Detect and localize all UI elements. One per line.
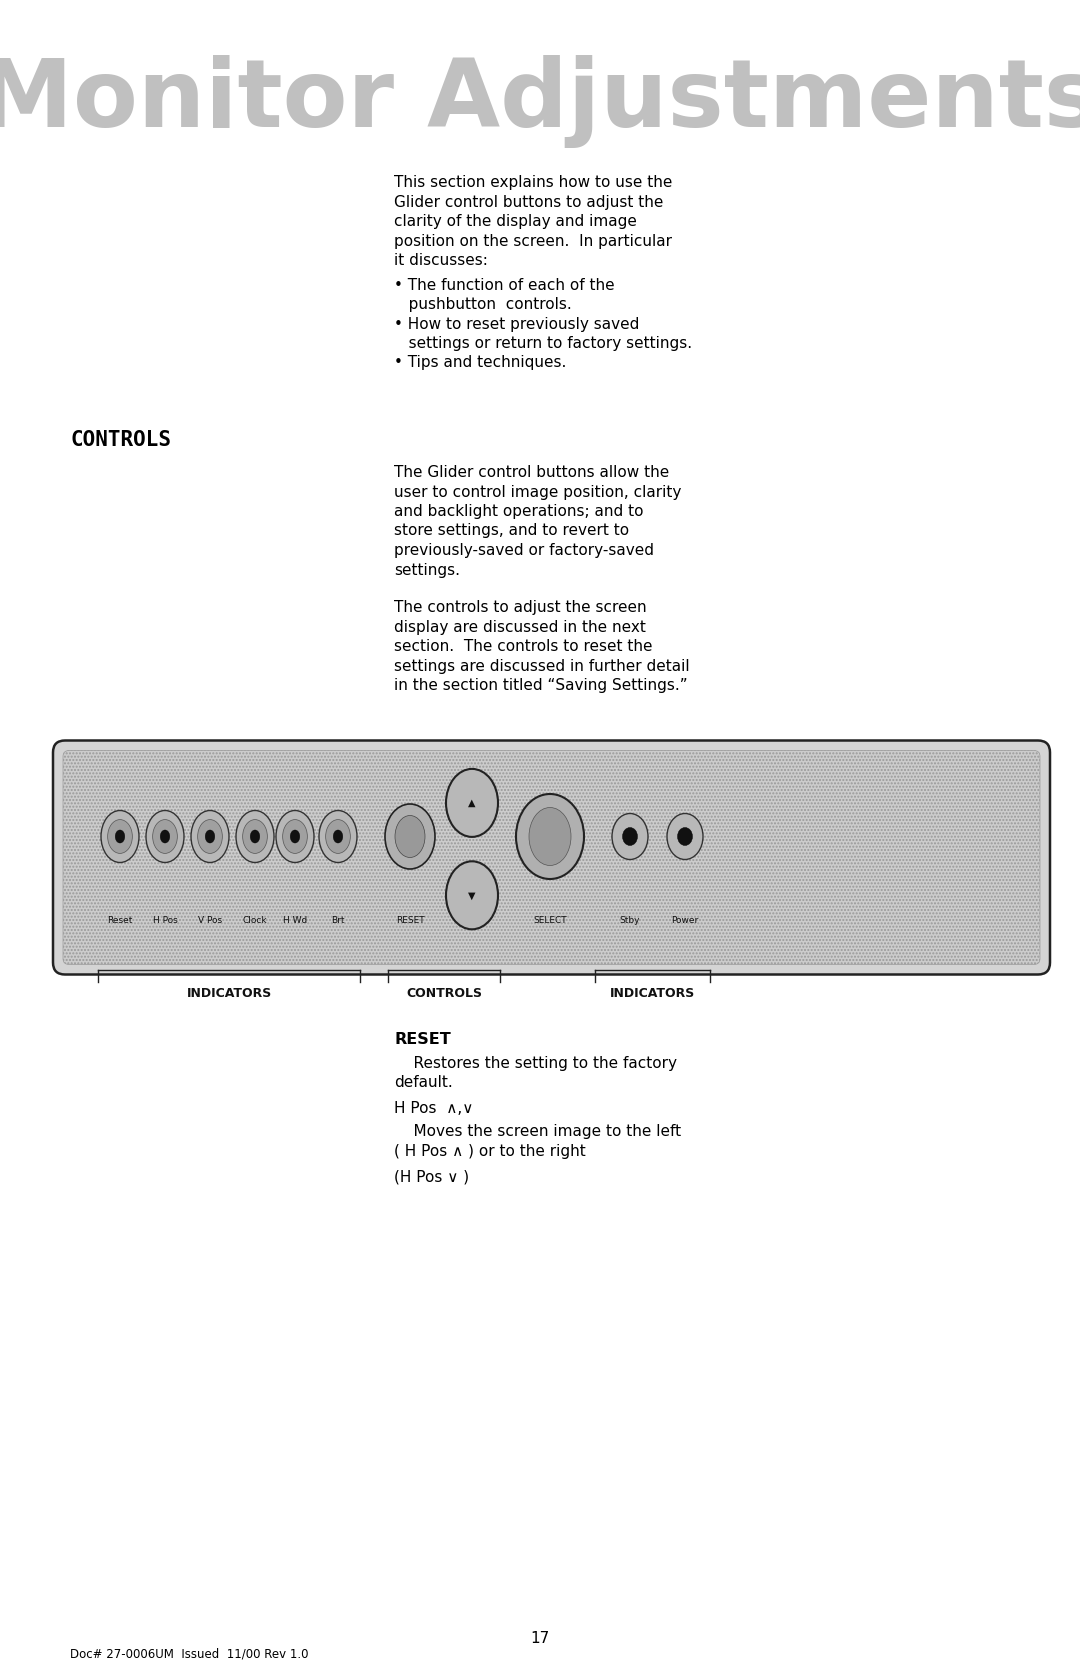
Text: 17: 17 (530, 1631, 550, 1646)
Ellipse shape (116, 829, 125, 843)
Text: (H Pos ∨ ): (H Pos ∨ ) (394, 1168, 470, 1183)
Text: The Glider control buttons allow the: The Glider control buttons allow the (394, 466, 670, 481)
Ellipse shape (667, 813, 703, 860)
Ellipse shape (529, 808, 571, 866)
Text: • Tips and techniques.: • Tips and techniques. (394, 355, 567, 371)
Text: Monitor Adjustments: Monitor Adjustments (0, 55, 1080, 149)
Text: ▲: ▲ (469, 798, 476, 808)
Text: store settings, and to revert to: store settings, and to revert to (394, 524, 630, 539)
Text: default.: default. (394, 1075, 453, 1090)
Ellipse shape (237, 811, 274, 863)
Text: it discusses:: it discusses: (394, 254, 488, 269)
Text: Doc# 27-0006UM  Issued  11/00 Rev 1.0: Doc# 27-0006UM Issued 11/00 Rev 1.0 (70, 1647, 309, 1661)
Text: previously-saved or factory-saved: previously-saved or factory-saved (394, 542, 654, 557)
Text: display are discussed in the next: display are discussed in the next (394, 619, 646, 634)
Text: H Pos: H Pos (152, 916, 177, 925)
Ellipse shape (395, 816, 426, 858)
Text: Reset: Reset (107, 916, 133, 925)
Ellipse shape (283, 819, 308, 853)
Ellipse shape (334, 829, 342, 843)
Text: in the section titled “Saving Settings.”: in the section titled “Saving Settings.” (394, 678, 688, 693)
Text: position on the screen.  In particular: position on the screen. In particular (394, 234, 672, 249)
Text: Restores the setting to the factory: Restores the setting to the factory (394, 1056, 677, 1071)
Ellipse shape (146, 811, 184, 863)
Ellipse shape (612, 813, 648, 860)
Text: • How to reset previously saved: • How to reset previously saved (394, 317, 639, 332)
Text: H Wd: H Wd (283, 916, 307, 925)
Text: CONTROLS: CONTROLS (70, 431, 172, 451)
Ellipse shape (243, 819, 268, 853)
Text: Moves the screen image to the left: Moves the screen image to the left (394, 1125, 681, 1140)
Ellipse shape (160, 829, 170, 843)
Ellipse shape (291, 829, 300, 843)
Text: RESET: RESET (395, 916, 424, 925)
Text: Brt: Brt (332, 916, 345, 925)
Ellipse shape (205, 829, 215, 843)
Text: This section explains how to use the: This section explains how to use the (394, 175, 673, 190)
Text: section.  The controls to reset the: section. The controls to reset the (394, 639, 652, 654)
Text: user to control image position, clarity: user to control image position, clarity (394, 484, 681, 499)
Ellipse shape (326, 819, 350, 853)
Ellipse shape (622, 828, 637, 846)
Ellipse shape (102, 811, 139, 863)
FancyBboxPatch shape (63, 751, 1040, 965)
Ellipse shape (446, 769, 498, 836)
Text: INDICATORS: INDICATORS (187, 986, 272, 1000)
Ellipse shape (191, 811, 229, 863)
Text: RESET: RESET (394, 1033, 451, 1048)
Text: Glider control buttons to adjust the: Glider control buttons to adjust the (394, 195, 663, 210)
Text: and backlight operations; and to: and backlight operations; and to (394, 504, 644, 519)
Text: ( H Pos ∧ ) or to the right: ( H Pos ∧ ) or to the right (394, 1143, 586, 1158)
Text: H Pos  ∧,∨: H Pos ∧,∨ (394, 1102, 473, 1117)
Text: Clock: Clock (243, 916, 268, 925)
Text: clarity of the display and image: clarity of the display and image (394, 214, 637, 229)
Ellipse shape (152, 819, 177, 853)
Text: Power: Power (672, 916, 699, 925)
Ellipse shape (677, 828, 692, 846)
Ellipse shape (251, 829, 260, 843)
Text: settings or return to factory settings.: settings or return to factory settings. (394, 335, 692, 350)
Text: • The function of each of the: • The function of each of the (394, 277, 615, 292)
Text: INDICATORS: INDICATORS (610, 986, 696, 1000)
Text: settings.: settings. (394, 562, 460, 577)
Text: The controls to adjust the screen: The controls to adjust the screen (394, 599, 647, 614)
Text: pushbutton  controls.: pushbutton controls. (394, 297, 572, 312)
Text: CONTROLS: CONTROLS (406, 986, 482, 1000)
Text: Stby: Stby (620, 916, 640, 925)
Ellipse shape (446, 861, 498, 930)
Ellipse shape (384, 804, 435, 870)
Text: V Pos: V Pos (198, 916, 222, 925)
FancyBboxPatch shape (53, 741, 1050, 975)
Text: settings are discussed in further detail: settings are discussed in further detail (394, 659, 690, 674)
Ellipse shape (516, 794, 584, 880)
Ellipse shape (276, 811, 314, 863)
Ellipse shape (198, 819, 222, 853)
Ellipse shape (108, 819, 133, 853)
Text: SELECT: SELECT (534, 916, 567, 925)
Ellipse shape (319, 811, 357, 863)
Text: ▼: ▼ (469, 890, 476, 900)
